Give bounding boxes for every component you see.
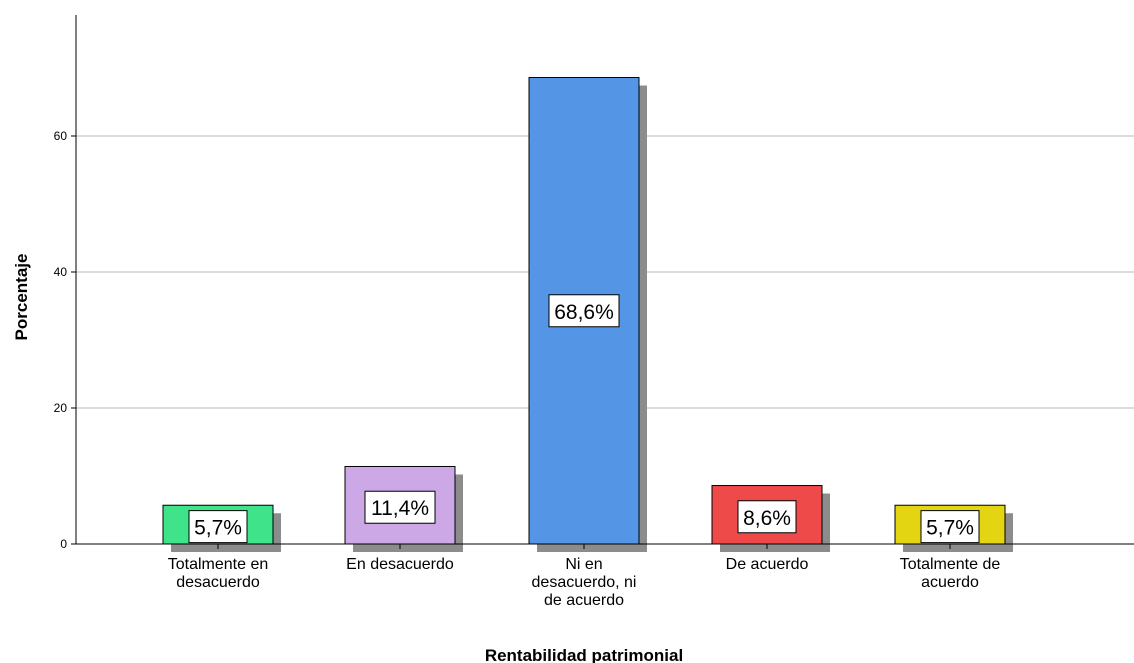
category-label: Ni en desacuerdo, ni de acuerdo (532, 556, 637, 609)
category-label-line: desacuerdo, ni (532, 574, 637, 591)
category-label-line: Totalmente en (168, 556, 269, 573)
category-labels: Totalmente en desacuerdo En desacuerdo Ni e… (168, 556, 1001, 609)
data-labels: 5,7% 11,4% 68,6% 8,6% 5,7% (188, 294, 980, 544)
data-label-box (548, 294, 620, 328)
y-tick-label: 20 (54, 401, 68, 415)
category-label-line: acuerdo (921, 574, 979, 591)
data-label-box (364, 490, 436, 524)
y-tick-label: 60 (54, 129, 68, 143)
data-label: 68,6% (554, 301, 614, 324)
data-label: 8,6% (743, 507, 791, 530)
category-label-line: En desacuerdo (346, 556, 454, 573)
y-tick-label: 0 (60, 537, 67, 551)
data-label: 11,4% (371, 497, 429, 520)
x-axis-title: Rentabilidad patrimonial (485, 646, 683, 663)
category-label: De acuerdo (726, 556, 809, 573)
y-tick-label: 40 (54, 265, 68, 279)
category-label-line: Totalmente de (900, 556, 1001, 573)
category-label-line: De acuerdo (726, 556, 809, 573)
bar (528, 77, 640, 545)
y-axis-title: Porcentaje (12, 254, 31, 341)
data-label-box (737, 500, 797, 534)
category-label: Totalmente de acuerdo (900, 556, 1001, 591)
data-label-box (188, 510, 248, 544)
data-label: 5,7% (194, 517, 242, 540)
axes: 0 20 40 60 (54, 15, 1134, 551)
category-label: En desacuerdo (346, 556, 454, 573)
data-label: 5,7% (926, 517, 974, 540)
data-label-box (920, 510, 980, 544)
category-label-line: de acuerdo (544, 592, 624, 609)
category-label: Totalmente en desacuerdo (168, 556, 269, 591)
category-label-line: desacuerdo (176, 574, 260, 591)
category-label-line: Ni en (565, 556, 602, 573)
